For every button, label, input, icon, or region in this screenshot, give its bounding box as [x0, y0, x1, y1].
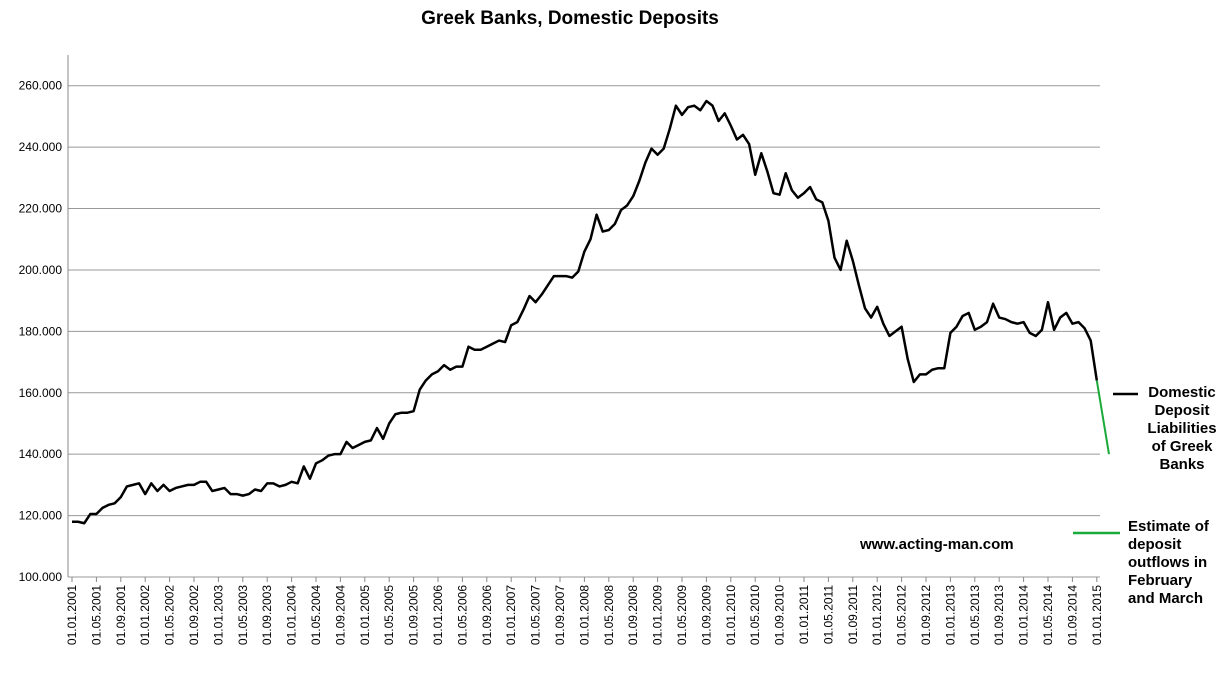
x-tick-label: 01.05.2008 [602, 585, 616, 645]
x-tick-label: 01.01.2010 [724, 585, 738, 645]
y-tick-label: 240.000 [19, 140, 63, 154]
series-line [1095, 380, 1110, 455]
x-tick-label: 01.05.2012 [895, 585, 909, 645]
y-tick-label: 120.000 [19, 509, 63, 523]
y-tick-label: 220.000 [19, 202, 63, 216]
x-tick-label: 01.01.2004 [285, 585, 299, 645]
x-tick-label: 01.01.2005 [358, 585, 372, 645]
x-tick-label: 01.01.2014 [1017, 585, 1031, 645]
x-tick-label: 01.05.2014 [1041, 585, 1055, 645]
x-tick-label: 01.09.2005 [407, 585, 421, 645]
x-tick-label: 01.05.2009 [675, 585, 689, 645]
x-tick-label: 01.09.2014 [1065, 585, 1079, 645]
x-tick-label: 01.05.2006 [455, 585, 469, 645]
watermark: www.acting-man.com [860, 536, 1014, 553]
x-tick-label: 01.09.2002 [187, 585, 201, 645]
y-tick-label: 260.000 [19, 79, 63, 93]
legend-label: Estimate of deposit outflows in February… [1128, 518, 1209, 607]
x-tick-label: 01.01.2007 [504, 585, 518, 645]
y-tick-label: 140.000 [19, 447, 63, 461]
x-tick-label: 01.09.2013 [992, 585, 1006, 645]
x-tick-label: 01.05.2007 [529, 585, 543, 645]
y-tick-label: 180.000 [19, 324, 63, 338]
x-tick-label: 01.01.2003 [211, 585, 225, 645]
x-tick-label: 01.01.2013 [943, 585, 957, 645]
x-tick-label: 01.05.2010 [748, 585, 762, 645]
y-tick-label: 160.000 [19, 386, 63, 400]
x-tick-label: 01.09.2006 [480, 585, 494, 645]
x-tick-label: 01.05.2004 [309, 585, 323, 645]
x-tick-label: 01.01.2001 [65, 585, 79, 645]
x-tick-label: 01.01.2011 [797, 585, 811, 644]
x-tick-label: 01.01.2012 [870, 585, 884, 645]
x-tick-label: 01.05.2003 [236, 585, 250, 645]
x-tick-label: 01.05.2002 [163, 585, 177, 645]
x-tick-label: 01.09.2012 [919, 585, 933, 645]
x-tick-label: 01.01.2009 [651, 585, 665, 645]
x-tick-label: 01.01.2015 [1090, 585, 1104, 645]
x-tick-label: 01.09.2008 [626, 585, 640, 645]
x-tick-label: 01.05.2005 [382, 585, 396, 645]
x-tick-label: 01.09.2011 [846, 585, 860, 644]
x-tick-label: 01.05.2011 [821, 585, 835, 644]
chart-title: Greek Banks, Domestic Deposits [421, 8, 719, 29]
x-tick-label: 01.09.2007 [553, 585, 567, 645]
y-tick-label: 100.000 [19, 570, 63, 584]
x-tick-label: 01.01.2006 [431, 585, 445, 645]
x-tick-label: 01.05.2013 [968, 585, 982, 645]
x-tick-label: 01.09.2004 [333, 585, 347, 645]
x-tick-label: 01.09.2003 [260, 585, 274, 645]
x-tick-label: 01.01.2008 [577, 585, 591, 645]
series-line [72, 99, 1099, 525]
x-tick-label: 01.09.2001 [114, 585, 128, 645]
x-tick-label: 01.01.2002 [138, 585, 152, 645]
x-tick-label: 01.05.2001 [89, 585, 103, 645]
x-tick-label: 01.09.2010 [773, 585, 787, 645]
x-tick-label: 01.09.2009 [699, 585, 713, 645]
legend-label: Domestic Deposit Liabilities of Greek Ba… [1147, 384, 1217, 473]
y-tick-label: 200.000 [19, 263, 63, 277]
